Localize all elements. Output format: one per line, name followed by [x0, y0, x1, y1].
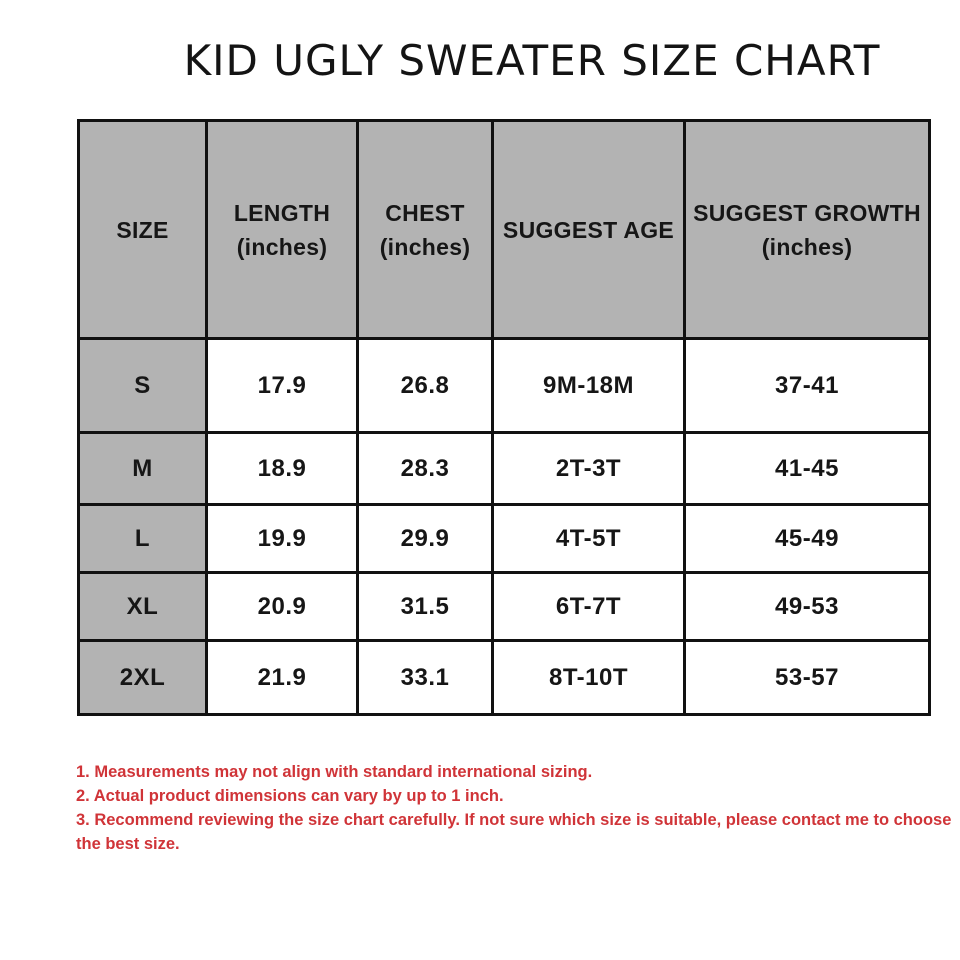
cell-2xl-chest: 33.1	[356, 639, 494, 716]
cell-s-length: 17.9	[205, 337, 359, 434]
header-row: SIZE LENGTH (inches) CHEST (inches) SUGG…	[77, 119, 931, 340]
cell-xl-suggest-age: 6T-7T	[491, 571, 686, 642]
header-sublabel-length: (inches)	[236, 233, 328, 260]
header-sublabel-chest: (inches)	[379, 233, 471, 260]
cell-l-suggest-growth: 45-49	[683, 503, 931, 574]
cell-2xl-size: 2XL	[77, 639, 208, 716]
header-cell-suggest-age: SUGGEST AGE	[491, 119, 686, 340]
header-cell-length: LENGTH (inches)	[205, 119, 359, 340]
cell-2xl-suggest-age: 8T-10T	[491, 639, 686, 716]
cell-2xl-length: 21.9	[205, 639, 359, 716]
cell-s-suggest-age: 9M-18M	[491, 337, 686, 434]
cell-xl-suggest-growth: 49-53	[683, 571, 931, 642]
header-label-length: LENGTH	[233, 199, 331, 226]
cell-s-chest: 26.8	[356, 337, 494, 434]
note-item-3: 3. Recommend reviewing the size chart ca…	[76, 811, 952, 853]
cell-m-suggest-age: 2T-3T	[491, 431, 686, 506]
header-label-chest: CHEST	[385, 199, 465, 226]
header-label-suggest-age: SUGGEST AGE	[502, 216, 675, 243]
cell-m-chest: 28.3	[356, 431, 494, 506]
header-cell-chest: CHEST (inches)	[356, 119, 494, 340]
cell-l-suggest-age: 4T-5T	[491, 503, 686, 574]
table-row-m: M 18.9 28.3 2T-3T 41-45	[77, 431, 931, 506]
cell-xl-size: XL	[77, 571, 208, 642]
header-label-size: SIZE	[116, 216, 169, 243]
header-sublabel-suggest-growth: (inches)	[761, 233, 853, 260]
header-cell-suggest-growth: SUGGEST GROWTH (inches)	[683, 119, 931, 340]
header-cell-size: SIZE	[77, 119, 208, 340]
cell-l-chest: 29.9	[356, 503, 494, 574]
cell-m-length: 18.9	[205, 431, 359, 506]
cell-l-size: L	[77, 503, 208, 574]
table-row-l: L 19.9 29.9 4T-5T 45-49	[77, 503, 931, 574]
cell-xl-length: 20.9	[205, 571, 359, 642]
cell-2xl-suggest-growth: 53-57	[683, 639, 931, 716]
cell-m-size: M	[77, 431, 208, 506]
table-row-xl: XL 20.9 31.5 6T-7T 49-53	[77, 571, 931, 642]
footnotes: 1. Measurements may not align with stand…	[76, 760, 956, 856]
page-title: KID UGLY SWEATER SIZE CHART	[183, 36, 881, 85]
header-label-suggest-growth: SUGGEST GROWTH	[693, 199, 921, 226]
cell-xl-chest: 31.5	[356, 571, 494, 642]
table-row-s: S 17.9 26.8 9M-18M 37-41	[77, 337, 931, 434]
note-item-2: 2. Actual product dimensions can vary by…	[76, 787, 504, 805]
cell-s-suggest-growth: 37-41	[683, 337, 931, 434]
note-item-1: 1. Measurements may not align with stand…	[76, 763, 593, 781]
size-chart-table: SIZE LENGTH (inches) CHEST (inches) SUGG…	[77, 119, 931, 716]
cell-l-length: 19.9	[205, 503, 359, 574]
cell-m-suggest-growth: 41-45	[683, 431, 931, 506]
cell-s-size: S	[77, 337, 208, 434]
table-row-2xl: 2XL 21.9 33.1 8T-10T 53-57	[77, 639, 931, 716]
